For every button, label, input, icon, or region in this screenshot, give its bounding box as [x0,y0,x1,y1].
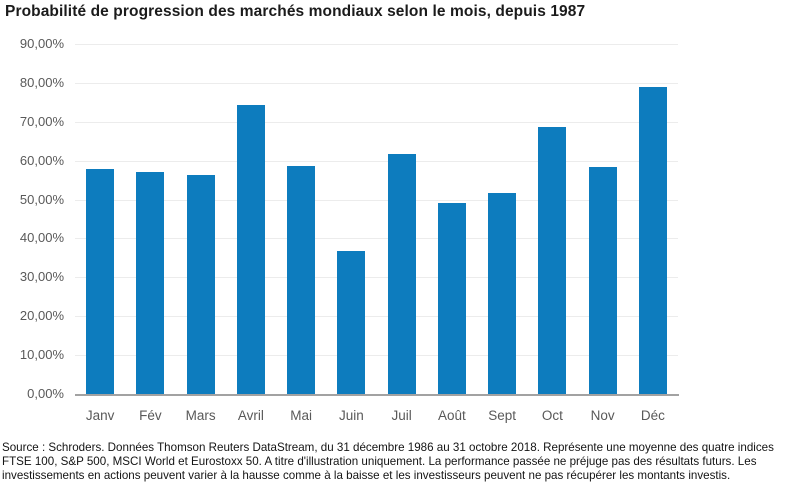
x-axis-tick-label: Oct [541,408,563,423]
bar-juin [337,251,366,394]
chart-title: Probabilité de progression des marchés m… [5,3,586,20]
gridline [75,238,678,240]
bar-mars [186,175,215,394]
bar-nov [588,167,617,394]
x-axis-line [75,394,679,396]
bar-juil [387,154,416,394]
bar-janv [86,168,115,394]
x-axis-tick-label: Déc [640,408,665,423]
y-axis-tick-label: 20,00% [19,308,64,324]
gridline [75,44,678,45]
gridline [75,82,678,84]
y-axis-tick-label: 80,00% [19,74,64,90]
gridline [75,355,678,357]
bar-oct [538,127,567,394]
source-footnote: Source : Schroders. Données Thomson Reut… [2,441,774,483]
x-axis-tick-label: Nov [590,408,615,423]
bar-août [437,202,466,394]
x-axis-tick-label: Sept [488,408,517,423]
bar-mai [287,166,316,394]
bar-déc [638,86,667,394]
y-axis-tick-label: 10,00% [19,347,64,363]
x-axis-tick-label: Janv [85,408,115,423]
bar-chart: 0,00% 10,00% 20,00% 30,00% 40,00% 50,00% 60,00… [0,28,800,438]
gridline [75,160,678,162]
x-axis-tick-label: Mai [290,408,312,423]
gridline [75,121,678,123]
gridline [75,277,678,279]
y-axis-tick-label: 0,00% [27,386,64,401]
y-axis-tick-label: 50,00% [19,191,64,207]
gridline [75,199,678,201]
bar-sept [488,193,517,394]
gridline [75,316,678,318]
y-axis-tick-label: 70,00% [19,113,64,129]
x-axis-tick-label: Avril [237,408,264,423]
y-axis-tick-label: 60,00% [19,152,64,168]
x-axis-tick-label: Juin [338,408,364,423]
bar-avril [236,104,265,394]
x-axis-tick-label: Mars [185,408,216,423]
x-axis-tick-label: Fév [139,408,162,423]
x-axis-tick-label: Juil [391,408,412,423]
y-axis-tick-label: 40,00% [19,230,64,246]
y-axis-tick-label: 30,00% [19,269,64,285]
bar-fév [136,172,165,394]
y-axis-tick-label: 90,00% [19,36,64,51]
x-axis-tick-label: Août [437,408,466,423]
